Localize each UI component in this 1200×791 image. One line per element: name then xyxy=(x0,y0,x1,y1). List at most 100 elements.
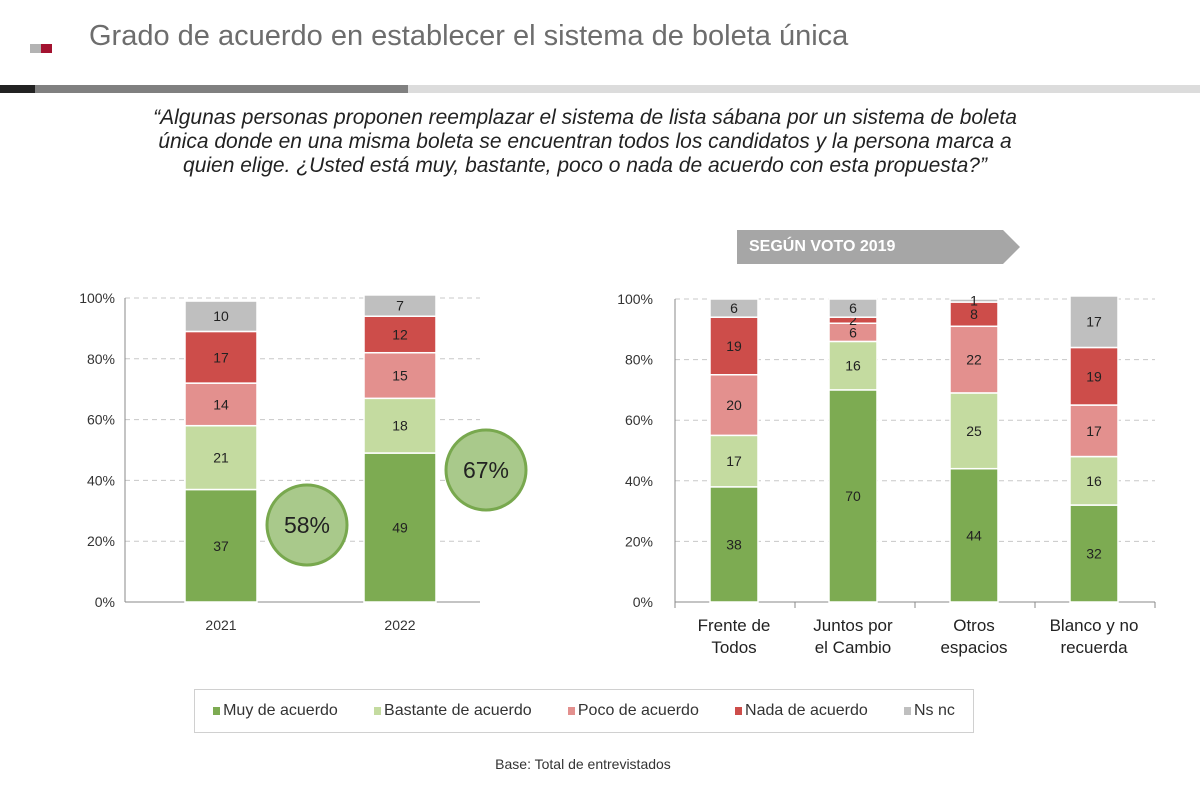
page-title: Grado de acuerdo en establecer el sistem… xyxy=(89,20,849,52)
legend-label: Muy de acuerdo xyxy=(223,702,338,719)
y-tick-label: 40% xyxy=(625,473,653,489)
header-rule xyxy=(35,85,408,93)
bar-segment xyxy=(363,452,437,603)
data-label: 17 xyxy=(1086,314,1102,330)
data-label: 38 xyxy=(726,536,742,552)
data-label: 21 xyxy=(213,450,229,466)
bar-segment xyxy=(1069,404,1119,458)
bar-segment xyxy=(949,301,999,328)
y-tick-label: 20% xyxy=(625,533,653,549)
data-label: 16 xyxy=(845,358,861,374)
data-label: 20 xyxy=(726,397,742,413)
logo xyxy=(30,40,52,58)
data-label: 70 xyxy=(845,488,861,504)
y-tick-label: 0% xyxy=(633,594,653,610)
footer-note: Base: Total de entrevistados xyxy=(495,756,671,772)
legend-item: Bastante de acuerdo xyxy=(374,702,532,720)
data-label: 22 xyxy=(966,352,982,368)
data-label: 6 xyxy=(849,324,857,340)
bar-segment xyxy=(184,300,258,333)
legend-item: Muy de acuerdo xyxy=(213,702,338,720)
x-tick-label: 2022 xyxy=(384,617,415,633)
bar-segment xyxy=(709,434,759,488)
data-label: 8 xyxy=(970,306,978,322)
data-label: 2 xyxy=(849,312,857,328)
bar-segment xyxy=(363,294,437,317)
legend-label: Ns nc xyxy=(914,702,955,719)
y-tick-label: 100% xyxy=(79,290,115,306)
x-tick-label: Frente de Todos xyxy=(698,616,771,657)
y-tick-label: 40% xyxy=(87,472,115,488)
bar-segment xyxy=(709,374,759,437)
legend-item: Poco de acuerdo xyxy=(567,702,699,720)
bar-segment xyxy=(949,298,999,303)
x-tick-label: Otros espacios xyxy=(940,616,1007,657)
bar-segment xyxy=(1069,295,1119,349)
bar-segment xyxy=(1069,346,1119,406)
data-label: 15 xyxy=(392,368,408,384)
total-agreement-label: 67% xyxy=(463,457,509,483)
data-label: 25 xyxy=(966,423,982,439)
legend-item: Ns nc xyxy=(904,702,955,720)
data-label: 17 xyxy=(213,349,229,365)
data-label: 17 xyxy=(1086,423,1102,439)
x-tick-label: 2021 xyxy=(205,617,236,633)
bar-segment xyxy=(828,340,878,391)
y-tick-label: 80% xyxy=(87,351,115,367)
bar-segment xyxy=(828,389,878,603)
data-label: 7 xyxy=(396,298,404,314)
total-agreement-label: 58% xyxy=(284,512,330,538)
y-tick-label: 100% xyxy=(617,291,653,307)
legend-swatch xyxy=(567,707,575,715)
data-label: 17 xyxy=(726,453,742,469)
legend-swatch xyxy=(213,707,221,715)
legend-label: Nada de acuerdo xyxy=(745,702,868,719)
segment-banner: SEGÚN VOTO 2019 xyxy=(737,230,1020,264)
data-label: 37 xyxy=(213,538,229,554)
bar-segment xyxy=(949,325,999,394)
header-rule xyxy=(0,85,35,93)
y-tick-label: 0% xyxy=(95,594,115,610)
bar-segment xyxy=(1069,504,1119,603)
legend: Muy de acuerdo Bastante de acuerdo Poco de… xyxy=(194,689,974,733)
legend-swatch xyxy=(374,707,382,715)
header-rule xyxy=(408,85,1200,93)
data-label: 6 xyxy=(730,300,738,316)
bar-segment xyxy=(1069,455,1119,506)
legend-label: Poco de acuerdo xyxy=(577,702,699,719)
y-tick-label: 20% xyxy=(87,533,115,549)
legend-label: Bastante de acuerdo xyxy=(384,702,532,719)
bar-segment xyxy=(709,486,759,603)
bar-segment xyxy=(828,298,878,318)
legend-item: Nada de acuerdo xyxy=(735,702,868,720)
data-label: 1 xyxy=(970,293,978,309)
data-label: 12 xyxy=(392,326,408,342)
bar-segment xyxy=(949,467,999,603)
bar-segment xyxy=(363,315,437,354)
y-tick-label: 60% xyxy=(87,412,115,428)
bar-segment xyxy=(949,392,999,470)
total-agreement-badge xyxy=(444,428,528,512)
data-label: 19 xyxy=(726,338,742,354)
data-label: 19 xyxy=(1086,368,1102,384)
data-label: 49 xyxy=(392,520,408,536)
data-label: 44 xyxy=(966,527,982,543)
data-label: 16 xyxy=(1086,473,1102,489)
bar-segment xyxy=(363,397,437,454)
bar-segment xyxy=(184,330,258,384)
x-tick-label: Juntos por el Cambio xyxy=(813,616,893,657)
y-tick-label: 80% xyxy=(625,352,653,368)
data-label: 18 xyxy=(392,418,408,434)
data-label: 32 xyxy=(1086,546,1102,562)
legend-swatch xyxy=(904,707,911,715)
survey-question: “Algunas personas proponen reemplazar el… xyxy=(153,106,1017,177)
bar-segment xyxy=(709,298,759,318)
x-tick-label: Blanco y no recuerda xyxy=(1050,616,1139,657)
bar-segment xyxy=(709,316,759,376)
y-tick-label: 60% xyxy=(625,412,653,428)
data-label: 14 xyxy=(213,396,229,412)
total-agreement-badge xyxy=(265,483,349,567)
legend-swatch xyxy=(735,707,743,715)
data-label: 6 xyxy=(849,300,857,316)
